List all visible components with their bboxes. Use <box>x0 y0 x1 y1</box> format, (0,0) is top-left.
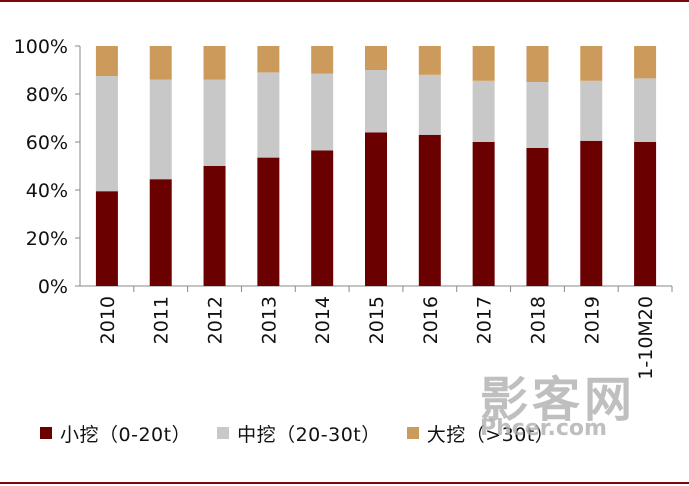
bar-segment-large <box>580 46 603 81</box>
top-rule <box>0 0 689 2</box>
x-tick-label: 2018 <box>527 296 549 344</box>
bar-segment-large <box>418 46 441 75</box>
bar-segment-small <box>418 134 441 286</box>
legend: 小挖（0-20t） 中挖（20-30t） 大挖（>30t） <box>40 418 640 448</box>
bar-segment-small <box>580 140 603 286</box>
bar-segment-small <box>257 157 280 286</box>
bar-segment-medium <box>149 79 172 180</box>
stacked-bar-chart: 0% 20% 40% 60% 80% 100% 2010 2011 2012 2013 2014 20… <box>14 36 673 380</box>
bottom-rule <box>0 482 689 484</box>
y-tick-label: 60% <box>26 132 68 154</box>
x-tick-label: 2010 <box>97 296 119 344</box>
x-tick-label: 2015 <box>366 296 388 344</box>
bar-segment-large <box>311 46 334 74</box>
bar-segment-large <box>472 46 495 81</box>
x-tick-label: 2012 <box>205 296 227 344</box>
legend-label-small: 小挖（0-20t） <box>60 423 192 446</box>
bar-segment-large <box>149 46 172 80</box>
bar-segment-small <box>634 142 657 286</box>
legend-item-large: 大挖（>30t） <box>406 420 555 447</box>
legend-item-medium: 中挖（20-30t） <box>217 420 381 447</box>
legend-label-medium: 中挖（20-30t） <box>237 423 381 446</box>
x-tick-label: 1-10M20 <box>635 296 657 380</box>
bar-segment-medium <box>365 70 387 133</box>
x-tick-label: 2017 <box>474 296 496 344</box>
bar-segment-medium <box>418 74 441 135</box>
bar-segment-large <box>257 46 280 73</box>
bar-segment-medium <box>526 82 549 148</box>
x-tick-label: 2013 <box>258 296 280 344</box>
x-tick-label: 2019 <box>581 296 603 344</box>
legend-swatch-medium <box>217 427 230 439</box>
bar-segment-large <box>634 46 657 79</box>
bar-segment-medium <box>311 73 334 151</box>
bar-segment-small <box>472 142 495 286</box>
bar-segment-large <box>203 46 226 80</box>
bar-segment-medium <box>580 80 603 141</box>
legend-swatch-small <box>40 427 52 439</box>
bar-segment-small <box>95 191 118 286</box>
x-tick-label: 2011 <box>151 296 173 344</box>
bar-segment-medium <box>634 78 657 142</box>
x-tick-label: 2014 <box>312 296 334 344</box>
y-tick-label: 80% <box>26 84 68 106</box>
legend-label-large: 大挖（>30t） <box>426 423 555 446</box>
x-tick-label: 2016 <box>420 296 442 344</box>
bar-segment-small <box>365 132 387 286</box>
legend-swatch-large <box>406 427 419 439</box>
bar-segment-large <box>365 46 387 70</box>
bar-segment-medium <box>95 76 118 192</box>
bar-segment-large <box>95 46 118 76</box>
y-tick-label: 100% <box>14 36 68 58</box>
legend-item-small: 小挖（0-20t） <box>40 420 191 447</box>
bar-segment-small <box>526 148 549 286</box>
y-tick-label: 40% <box>26 180 68 202</box>
bar-segment-medium <box>257 72 280 158</box>
bar-segment-medium <box>472 80 495 142</box>
bar-segment-medium <box>203 79 226 166</box>
y-tick-label: 0% <box>38 276 68 298</box>
bar-segment-small <box>203 166 226 286</box>
bar-segment-large <box>526 46 549 82</box>
bar-segment-small <box>311 150 334 286</box>
y-tick-label: 20% <box>26 228 68 250</box>
bar-segment-small <box>149 179 172 286</box>
